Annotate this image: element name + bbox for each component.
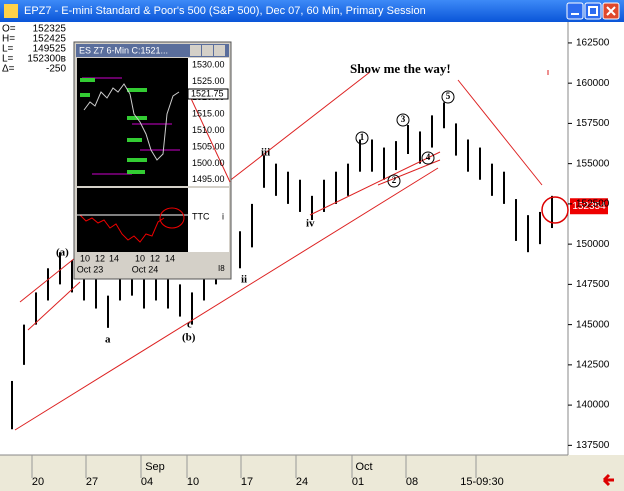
ohlc-label: L= xyxy=(2,54,14,65)
wave-number: 1 xyxy=(360,132,365,142)
x-tick-label: 24 xyxy=(296,476,308,488)
inset-x-label: 14 xyxy=(109,253,119,263)
inset-indicator: TTC xyxy=(192,211,210,221)
highlight-circle xyxy=(541,196,569,224)
inset-last: 1521.75 xyxy=(191,88,224,98)
minimize-button[interactable] xyxy=(566,2,584,20)
scroll-arrow[interactable] xyxy=(602,473,614,487)
ohlc-label: L= xyxy=(2,44,14,55)
trend-lines xyxy=(14,70,549,431)
y-tick-label: 152500 xyxy=(576,199,610,210)
ohlc-value: 149525 xyxy=(33,44,67,55)
month-label: Sep xyxy=(145,461,165,473)
inset-tick-label: 1525.00 xyxy=(192,76,225,86)
inset-tick-label: 1500.00 xyxy=(192,158,225,168)
inset-x-label: 14 xyxy=(165,253,175,263)
inset-min[interactable] xyxy=(190,45,201,56)
wave-number: 5 xyxy=(446,91,451,101)
y-tick-label: 160000 xyxy=(576,78,610,89)
title-bar xyxy=(0,0,624,22)
wave-circles xyxy=(355,90,455,188)
x-tick-label: 08 xyxy=(406,476,418,488)
wave-label: c xyxy=(187,319,192,331)
y-tick-label: 150000 xyxy=(576,239,610,250)
y-tick-label: 142500 xyxy=(576,359,610,370)
ohlc-value: 152325 xyxy=(33,24,67,35)
inset-x-label: 12 xyxy=(150,253,160,263)
inset-date: Oct 24 xyxy=(132,264,159,274)
ohlc-value: 152300в xyxy=(27,54,66,65)
y-tick-label: 137500 xyxy=(576,440,610,451)
wave-label: ii xyxy=(241,274,247,286)
wave-label: (a) xyxy=(56,247,69,259)
wave-number: 3 xyxy=(401,114,406,124)
inset-title: ES Z7 6-Min C:1521... xyxy=(79,45,168,55)
inset-x-label: 12 xyxy=(95,253,105,263)
inset-corner: I8 xyxy=(218,264,225,273)
maximize-button[interactable] xyxy=(584,2,602,20)
month-label: Oct xyxy=(355,461,372,473)
wave-number: 2 xyxy=(392,175,397,185)
y-tick-label: 147500 xyxy=(576,279,610,290)
window-button-icons xyxy=(571,6,616,16)
x-tick-label: 27 xyxy=(86,476,98,488)
inset-tick-label: 1505.00 xyxy=(192,141,225,151)
ohlc-box: O= 152325 H= 152425 L= 149525 L= 152300в Δ= -250 xyxy=(0,23,72,77)
inset-max[interactable] xyxy=(202,45,213,56)
inset-x-label: 10 xyxy=(80,253,90,263)
inset-marker: i xyxy=(222,211,224,221)
inset-tick-label: 1495.00 xyxy=(192,174,225,184)
inset-x-label: 10 xyxy=(135,253,145,263)
x-axis-strip xyxy=(0,455,624,491)
y-tick-label: 145000 xyxy=(576,319,610,330)
x-tick-label: 10 xyxy=(187,476,199,488)
last-price: 152354 xyxy=(572,201,606,212)
inset-tick-label: 1515.00 xyxy=(192,109,225,119)
ohlc-value: 152425 xyxy=(33,34,67,45)
wave-label: (b) xyxy=(182,332,196,344)
y-tick-label: 140000 xyxy=(576,400,610,411)
ohlc-value: -250 xyxy=(46,64,66,75)
y-tick-label: 155000 xyxy=(576,158,610,169)
last-price-tag xyxy=(570,198,608,215)
inset-date: Oct 23 xyxy=(77,264,104,274)
app-icon xyxy=(4,4,18,18)
x-tick-label: 04 xyxy=(141,476,153,488)
wave-label: a xyxy=(105,334,111,346)
inset-tick-label: 1510.00 xyxy=(192,125,225,135)
price-bars xyxy=(11,102,553,430)
x-tick-label: 17 xyxy=(241,476,253,488)
x-tick-label: 20 xyxy=(32,476,44,488)
x-tick-label: 01 xyxy=(352,476,364,488)
inset-window: ES Z7 6-Min C:1521... 1530.001525.001520… xyxy=(73,41,232,280)
inset-close[interactable] xyxy=(214,45,225,56)
inset-tick-label: 1530.00 xyxy=(192,59,225,69)
wave-label: iii xyxy=(261,147,270,159)
y-tick-label: 162500 xyxy=(576,38,610,49)
wave-label: iv xyxy=(306,218,315,230)
ohlc-label: H= xyxy=(2,34,15,45)
ohlc-label: Δ= xyxy=(2,64,15,75)
x-tick-label: 15-09:30 xyxy=(460,476,503,488)
headline: Show me the way! xyxy=(350,61,451,76)
window-title: EPZ7 - E-mini Standard & Poor's 500 (S&P… xyxy=(24,5,426,17)
ohlc-background xyxy=(0,23,72,77)
wave-number: 4 xyxy=(426,152,431,162)
ohlc-label: O= xyxy=(2,24,16,35)
y-tick-label: 157500 xyxy=(576,118,610,129)
